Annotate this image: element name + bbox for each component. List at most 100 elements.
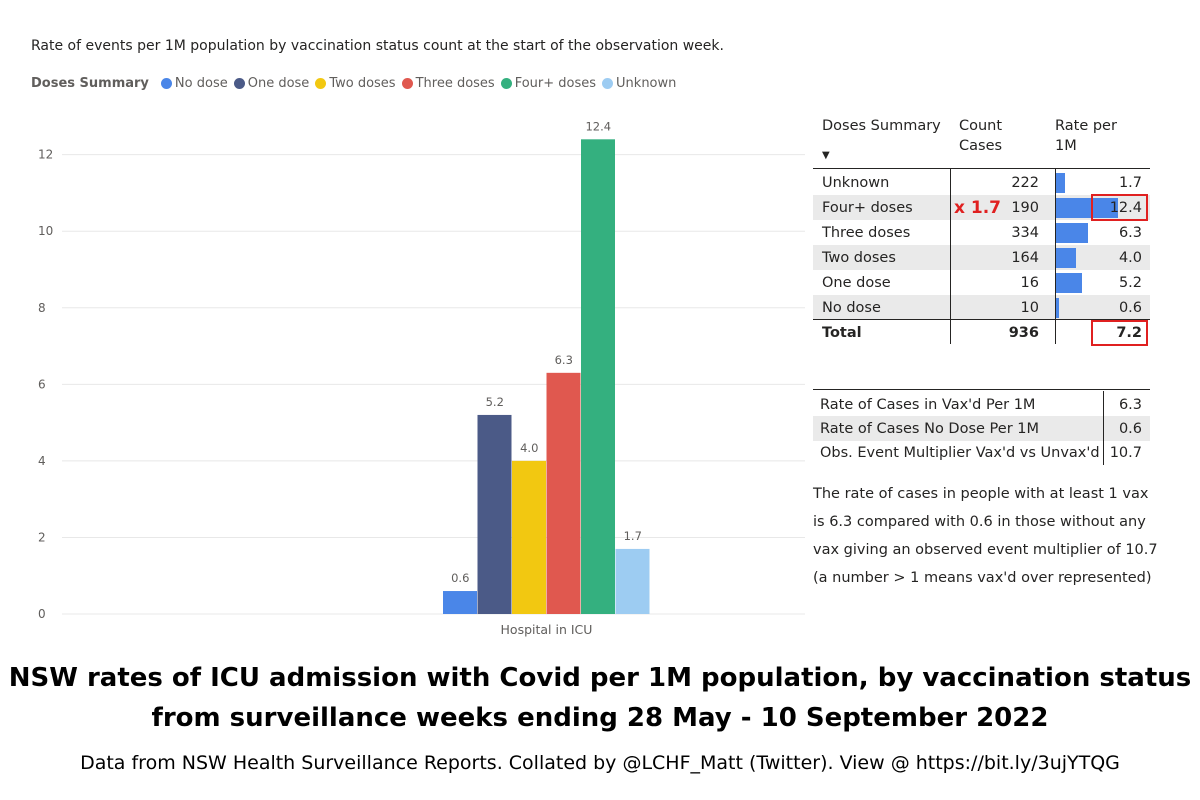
legend-label: Two doses xyxy=(329,76,396,91)
row-dose-label: One dose xyxy=(822,275,891,291)
legend-label: Four+ doses xyxy=(514,76,597,91)
data-label: 6.3 xyxy=(555,353,573,367)
summary-row-no-dose-rate: Rate of Cases No Dose Per 1M 0.6 xyxy=(813,416,1150,441)
legend-item-one-dose[interactable]: One dose xyxy=(233,76,310,91)
header-divider xyxy=(813,168,1150,169)
rate-databar xyxy=(1056,173,1065,193)
row-rate: 5.2 xyxy=(1118,275,1142,291)
legend-label: One dose xyxy=(247,76,310,91)
row-dose-label: Three doses xyxy=(822,225,911,241)
row-rate: 12.4 xyxy=(1109,200,1142,216)
summary-label: Rate of Cases in Vax'd Per 1M xyxy=(820,397,1036,413)
heading-line-1: NSW rates of ICU admission with Covid pe… xyxy=(8,663,1192,693)
total-rate: 7.2 xyxy=(1116,325,1142,341)
x-category-label: Hospital in ICU xyxy=(501,622,593,637)
data-label: 5.2 xyxy=(486,395,504,409)
y-tick-label: 2 xyxy=(38,530,46,544)
row-rate: 6.3 xyxy=(1118,225,1142,241)
page-heading: NSW rates of ICU admission with Covid pe… xyxy=(0,658,1200,738)
legend-item-four-plus-doses[interactable]: Four+ doses xyxy=(500,76,597,91)
four-plus-rate-highlight xyxy=(1091,194,1148,221)
total-divider xyxy=(813,319,1150,320)
row-rate: 4.0 xyxy=(1118,250,1142,266)
row-dose-label: No dose xyxy=(822,300,881,316)
header-rate-per-1m[interactable]: Rate per 1M xyxy=(1055,118,1117,154)
legend-swatch-icon xyxy=(401,78,413,89)
row-count: 190 xyxy=(1011,200,1039,216)
summary-row-multiplier: Obs. Event Multiplier Vax'd vs Unvax'd 1… xyxy=(813,440,1150,465)
y-tick-label: 10 xyxy=(38,224,53,238)
bar-three-doses xyxy=(546,372,581,614)
bar-four-doses xyxy=(581,139,615,614)
row-count: 164 xyxy=(1011,250,1039,266)
y-tick-label: 0 xyxy=(38,607,46,621)
total-count: 936 xyxy=(1008,325,1039,341)
legend-item-unknown[interactable]: Unknown xyxy=(602,76,676,91)
column-divider-2 xyxy=(1055,168,1056,344)
row-dose-label: Unknown xyxy=(822,175,890,191)
heading-line-2: from surveillance weeks ending 28 May - … xyxy=(151,703,1049,733)
y-tick-label: 4 xyxy=(38,454,46,468)
rate-databar xyxy=(1056,248,1076,268)
total-label: Total xyxy=(822,325,862,341)
sort-descending-icon[interactable]: ▼ xyxy=(822,150,830,161)
summary-value: 10.7 xyxy=(1109,445,1142,461)
bar-no-dose xyxy=(443,591,477,614)
chart-title: Rate of events per 1M population by vacc… xyxy=(31,38,724,54)
table-row[interactable]: Two doses 164 4.0 xyxy=(813,245,1150,270)
column-divider-1 xyxy=(950,168,951,344)
summary-explanation: The rate of cases in people with at leas… xyxy=(813,486,1158,586)
legend-item-two-doses[interactable]: Two doses xyxy=(315,76,396,91)
legend-label: No dose xyxy=(174,76,228,91)
data-label: 1.7 xyxy=(624,529,642,543)
y-tick-label: 6 xyxy=(38,377,46,391)
legend-swatch-icon xyxy=(233,78,245,89)
header-doses-summary[interactable]: Doses Summary xyxy=(822,118,941,134)
y-tick-label: 8 xyxy=(38,301,46,315)
rate-databar xyxy=(1056,273,1082,293)
row-count: 334 xyxy=(1011,225,1039,241)
row-dose-label: Four+ doses xyxy=(822,200,913,216)
table-row[interactable]: No dose 10 0.6 xyxy=(813,295,1150,320)
bar-two-doses xyxy=(512,460,546,614)
data-label: 4.0 xyxy=(520,441,538,455)
source-footer: Data from NSW Health Surveillance Report… xyxy=(80,752,1120,774)
table-total-row: Total 936 7.2 xyxy=(813,320,1150,345)
legend-item-no-dose[interactable]: No dose xyxy=(160,76,228,91)
table-row[interactable]: Unknown 222 1.7 xyxy=(813,170,1150,195)
legend-swatch-icon xyxy=(602,78,614,89)
data-label: 0.6 xyxy=(451,571,469,585)
table-row[interactable]: Four+ doses 190 12.4 xyxy=(813,195,1150,220)
summary-value: 0.6 xyxy=(1118,421,1142,437)
legend-label: Three doses xyxy=(415,76,495,91)
legend-item-three-doses[interactable]: Three doses xyxy=(401,76,495,91)
legend-swatch-icon xyxy=(500,78,512,89)
summary-value: 6.3 xyxy=(1118,397,1142,413)
legend-swatch-icon xyxy=(160,78,172,89)
summary-label: Obs. Event Multiplier Vax'd vs Unvax'd xyxy=(820,445,1100,461)
summary-label: Rate of Cases No Dose Per 1M xyxy=(820,421,1039,437)
bar-unknown xyxy=(615,548,650,614)
header-count-cases[interactable]: Count Cases xyxy=(959,118,1003,154)
row-count: 10 xyxy=(1020,300,1039,316)
rate-databar xyxy=(1056,298,1059,318)
table-row[interactable]: One dose 16 5.2 xyxy=(813,270,1150,295)
summary-row-vaxd-rate: Rate of Cases in Vax'd Per 1M 6.3 xyxy=(813,392,1150,417)
legend-label: Unknown xyxy=(616,76,677,91)
bar-one-dose xyxy=(477,414,512,614)
legend-title: Doses Summary xyxy=(31,76,149,91)
row-count: 222 xyxy=(1011,175,1039,191)
chart-legend: Doses Summary No dose One dose Two doses… xyxy=(31,76,682,91)
total-rate-highlight xyxy=(1091,320,1148,346)
rate-databar xyxy=(1056,198,1118,218)
legend-swatch-icon xyxy=(315,78,327,89)
data-label: 12.4 xyxy=(585,119,611,133)
row-dose-label: Two doses xyxy=(822,250,896,266)
bar-chart: 0 2 4 6 8 10 12 0.6 5.2 4.0 6.3 12.4 1.7 Hospital in … xyxy=(38,119,805,637)
row-count: 16 xyxy=(1020,275,1039,291)
summary-top-divider xyxy=(813,389,1150,390)
table-row[interactable]: Three doses 334 6.3 xyxy=(813,220,1150,245)
multiplier-annotation: x 1.7 xyxy=(954,198,1001,218)
rate-databar xyxy=(1056,223,1088,243)
row-rate: 0.6 xyxy=(1118,300,1142,316)
